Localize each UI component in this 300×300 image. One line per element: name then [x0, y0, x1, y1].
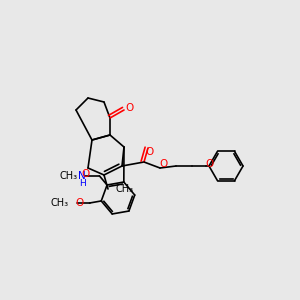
Text: O: O: [81, 169, 89, 179]
Text: CH₃: CH₃: [59, 171, 77, 181]
Text: CH₃: CH₃: [50, 198, 68, 208]
Text: CH₃: CH₃: [116, 184, 134, 194]
Text: O: O: [206, 159, 214, 169]
Text: O: O: [126, 103, 134, 113]
Text: O: O: [159, 159, 167, 169]
Text: O: O: [75, 198, 83, 208]
Text: H: H: [80, 179, 86, 188]
Text: O: O: [146, 147, 154, 157]
Text: N: N: [78, 171, 86, 181]
